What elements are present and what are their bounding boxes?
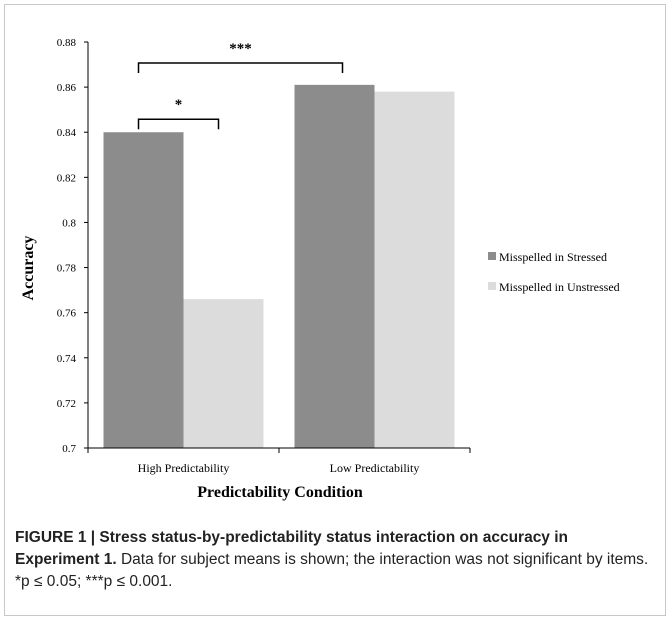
- significance-bracket: [137, 118, 220, 130]
- legend-swatch: [488, 282, 496, 290]
- x-tick-label: Low Predictability: [330, 461, 420, 475]
- bars: [103, 84, 455, 448]
- significance-brackets: ****: [137, 41, 344, 130]
- x-axis: High Predictability Low Predictability: [87, 447, 471, 475]
- legend-label: Misspelled in Unstressed: [499, 280, 620, 294]
- y-axis: 0.7 0.72 0.74 0.76 0.78 0.8 0.82 0.84 0.86 0.88: [57, 37, 89, 455]
- y-tick-label: 0.82: [57, 172, 76, 184]
- figure-caption: FIGURE 1 | Stress status-by-predictabili…: [15, 527, 655, 593]
- bar-stressed-low: [294, 84, 375, 448]
- legend: Misspelled in Stressed Misspelled in Unst…: [488, 250, 620, 294]
- x-axis-label: Predictability Condition: [197, 484, 363, 501]
- bar-unstressed-high: [183, 299, 264, 448]
- y-tick-label: 0.86: [57, 82, 77, 94]
- x-tick-label: High Predictability: [138, 461, 230, 475]
- bar-stressed-high: [103, 132, 184, 448]
- bar-unstressed-low: [374, 91, 455, 448]
- y-tick-label: 0.84: [57, 127, 77, 139]
- y-tick-label: 0.7: [62, 443, 76, 455]
- y-tick-label: 0.72: [57, 398, 76, 410]
- y-tick-label: 0.88: [57, 37, 77, 49]
- legend-label: Misspelled in Stressed: [499, 250, 607, 264]
- significance-bracket: [137, 62, 344, 73]
- caption-text: Data for subject means is shown; the int…: [15, 551, 649, 590]
- y-tick-label: 0.76: [57, 308, 77, 320]
- y-tick-label: 0.78: [57, 263, 77, 275]
- caption-label: FIGURE 1 | Stress status-by-predictabili…: [15, 529, 569, 568]
- significance-label: *: [175, 97, 183, 113]
- legend-swatch: [488, 252, 496, 260]
- significance-label: ***: [229, 41, 252, 57]
- y-axis-label: Accuracy: [20, 236, 37, 301]
- y-tick-label: 0.8: [62, 217, 76, 229]
- bar-chart: 0.7 0.72 0.74 0.76 0.78 0.8 0.82 0.84 0.86 0.88 H…: [20, 37, 620, 501]
- y-tick-label: 0.74: [57, 353, 77, 365]
